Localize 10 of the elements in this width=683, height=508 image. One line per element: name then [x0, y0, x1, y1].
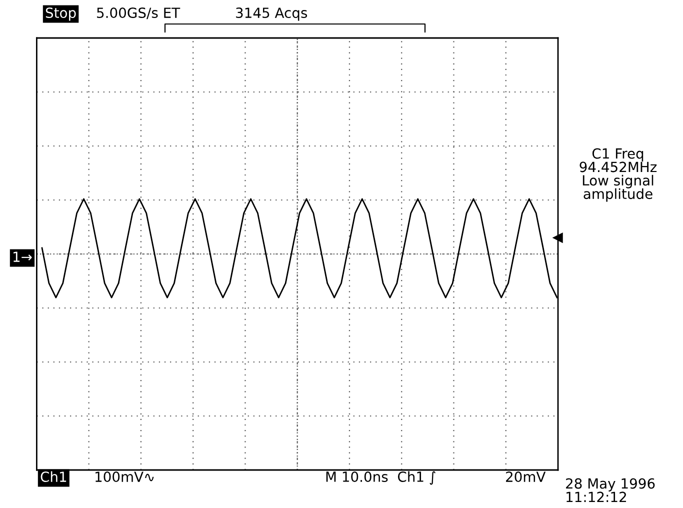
text: 3145 Acqs	[236, 8, 308, 21]
text: M 10.0ns Ch1 ∫	[326, 471, 436, 485]
text: 28 May 1996 11:12:12	[566, 478, 655, 502]
text: 100mV∿	[96, 472, 154, 482]
text: 20mV	[506, 472, 546, 482]
text: Stop	[46, 8, 76, 21]
text: 1→	[14, 252, 32, 262]
text: 5.00GS/s ET	[97, 8, 180, 20]
text: Ch1	[40, 471, 66, 482]
text: C1 Freq 94.452MHz Low signal amplitude	[580, 148, 657, 202]
